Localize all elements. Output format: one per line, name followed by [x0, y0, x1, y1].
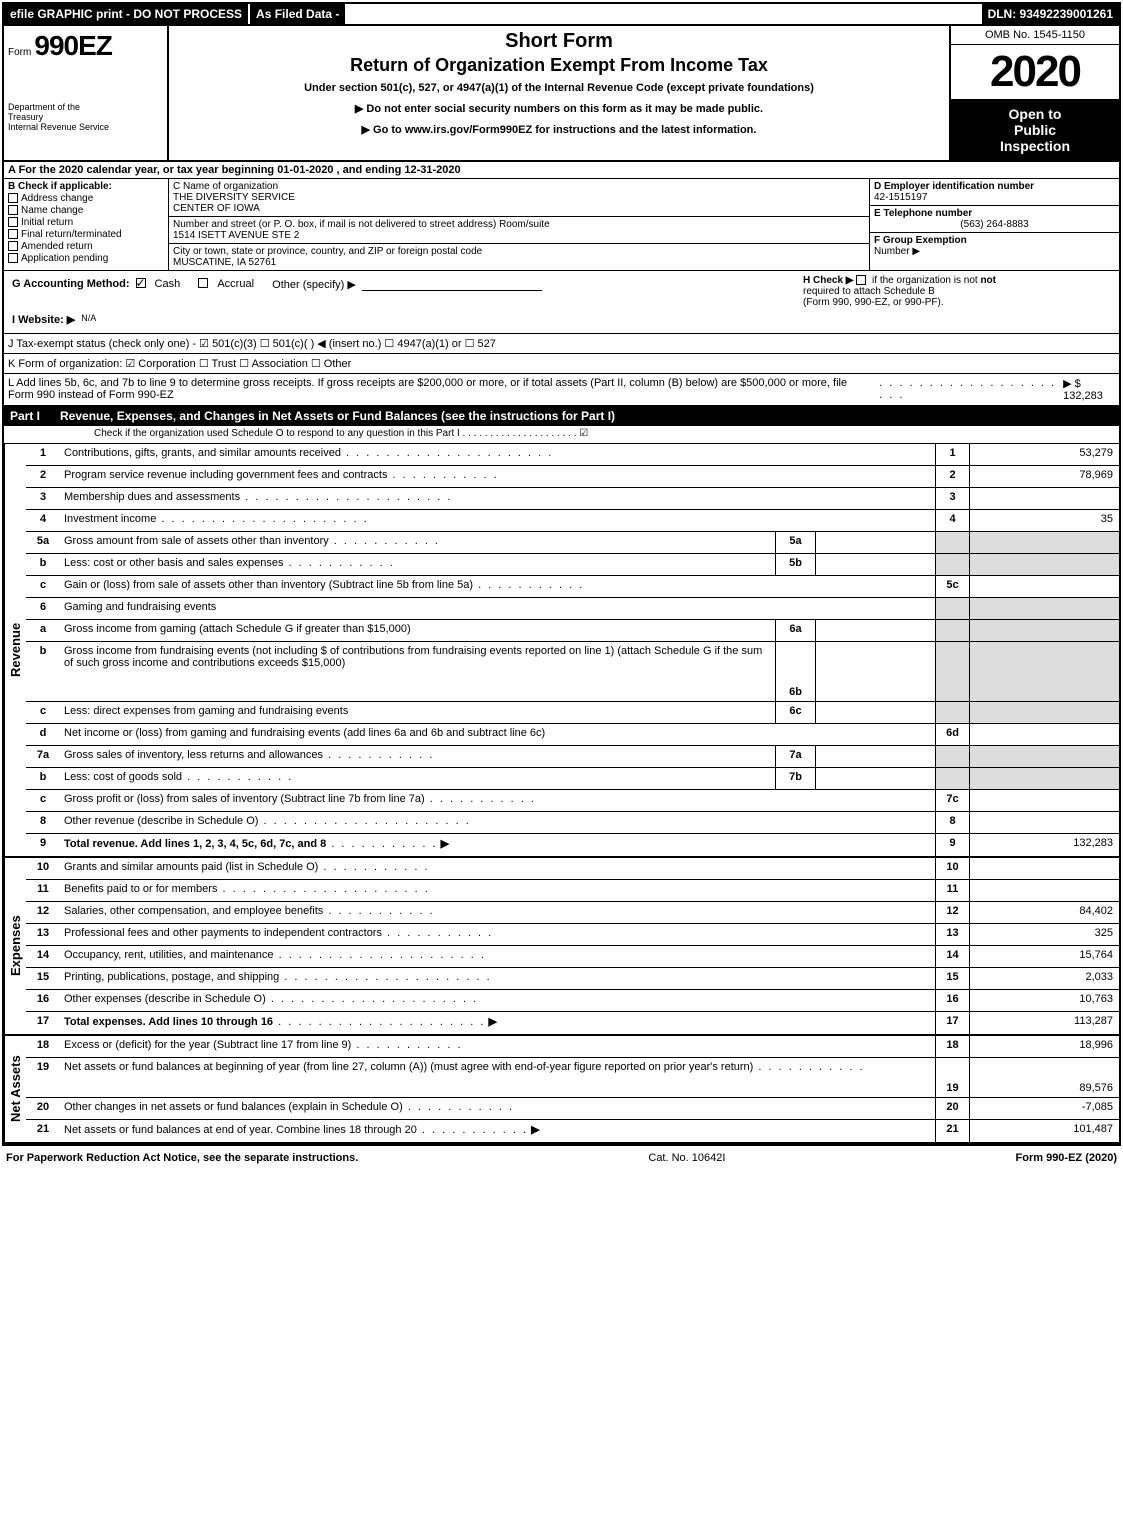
part1-title: Revenue, Expenses, and Changes in Net As… — [60, 409, 1113, 423]
org-name1: THE DIVERSITY SERVICE — [173, 192, 865, 203]
short-form-title: Short Form — [175, 30, 943, 53]
street-label: Number and street (or P. O. box, if mail… — [173, 219, 865, 230]
street-value: 1514 ISETT AVENUE STE 2 — [173, 230, 865, 241]
tax-year: 2020 — [951, 45, 1119, 100]
chk-h[interactable] — [856, 275, 866, 285]
dept-line2: Treasury — [8, 112, 163, 122]
footer-right: Form 990-EZ (2020) — [1016, 1152, 1117, 1164]
amt-21: 101,487 — [969, 1120, 1119, 1142]
expenses-section: Expenses 10Grants and similar amounts pa… — [4, 858, 1119, 1036]
amt-12: 84,402 — [969, 902, 1119, 923]
column-def: D Employer identification number 42-1515… — [869, 179, 1119, 270]
website-value: N/A — [81, 313, 96, 326]
revenue-section: Revenue 1Contributions, gifts, grants, a… — [4, 444, 1119, 858]
org-name2: CENTER OF IOWA — [173, 203, 865, 214]
return-title: Return of Organization Exempt From Incom… — [175, 55, 943, 76]
amt-14: 15,764 — [969, 946, 1119, 967]
chk-amended[interactable] — [8, 241, 18, 251]
tel-value: (563) 264-8883 — [874, 219, 1115, 230]
h-label: H Check ▶ — [803, 275, 853, 286]
open-inspection: Open to Public Inspection — [951, 100, 1119, 160]
page-footer: For Paperwork Reduction Act Notice, see … — [0, 1148, 1123, 1168]
line-l: L Add lines 5b, 6c, and 7b to line 9 to … — [4, 374, 1119, 406]
row-gh: G Accounting Method: Cash Accrual Other … — [4, 271, 1119, 334]
i-label: I Website: ▶ — [12, 313, 75, 326]
chk-name[interactable] — [8, 205, 18, 215]
netassets-side-label: Net Assets — [4, 1036, 26, 1142]
footer-left: For Paperwork Reduction Act Notice, see … — [6, 1152, 358, 1164]
part1-label: Part I — [10, 409, 40, 423]
h-text3: (Form 990, 990-EZ, or 990-PF). — [803, 297, 944, 308]
part1-subnote: Check if the organization used Schedule … — [4, 426, 1119, 444]
part1-header: Part I Revenue, Expenses, and Changes in… — [4, 406, 1119, 426]
netassets-section: Net Assets 18Excess or (deficit) for the… — [4, 1036, 1119, 1144]
ein-label: D Employer identification number — [874, 181, 1115, 192]
chk-cash[interactable] — [136, 278, 146, 288]
amt-4: 35 — [969, 510, 1119, 531]
city-label: City or town, state or province, country… — [173, 246, 865, 257]
grp-label: F Group Exemption — [874, 235, 967, 246]
form-number: 990EZ — [34, 30, 112, 61]
amt-17: 113,287 — [969, 1012, 1119, 1034]
efile-label: efile GRAPHIC print - DO NOT PROCESS — [4, 4, 248, 24]
amt-1: 53,279 — [969, 444, 1119, 465]
g-label: G Accounting Method: — [12, 278, 130, 291]
column-b: B Check if applicable: Address change Na… — [4, 179, 169, 270]
section-bcdef: B Check if applicable: Address change Na… — [4, 179, 1119, 271]
dln-label: DLN: 93492239001261 — [982, 4, 1119, 24]
revenue-side-label: Revenue — [4, 444, 26, 856]
amt-3 — [969, 488, 1119, 509]
form-prefix: Form — [8, 47, 31, 58]
ssn-note: ▶ Do not enter social security numbers o… — [175, 102, 943, 115]
expenses-side-label: Expenses — [4, 858, 26, 1034]
amt-18: 18,996 — [969, 1036, 1119, 1057]
line-k: K Form of organization: ☑ Corporation ☐ … — [4, 354, 1119, 374]
footer-mid: Cat. No. 10642I — [358, 1152, 1015, 1164]
amt-9: 132,283 — [969, 834, 1119, 856]
form-header: Form 990EZ Department of the Treasury In… — [4, 26, 1119, 162]
amt-15: 2,033 — [969, 968, 1119, 989]
h-text2: required to attach Schedule B — [803, 286, 935, 297]
amt-20: -7,085 — [969, 1098, 1119, 1119]
goto-note: ▶ Go to www.irs.gov/Form990EZ for instru… — [175, 123, 943, 136]
amt-2: 78,969 — [969, 466, 1119, 487]
dept-line3: Internal Revenue Service — [8, 122, 163, 132]
line-a: A For the 2020 calendar year, or tax yea… — [4, 162, 1119, 179]
ein-value: 42-1515197 — [874, 192, 1115, 203]
chk-final[interactable] — [8, 229, 18, 239]
chk-pending[interactable] — [8, 253, 18, 263]
l-amount: ▶ $ 132,283 — [1063, 377, 1115, 402]
column-c: C Name of organization THE DIVERSITY SER… — [169, 179, 869, 270]
amt-16: 10,763 — [969, 990, 1119, 1011]
h-text1: if the organization is not — [872, 275, 978, 286]
under-section: Under section 501(c), 527, or 4947(a)(1)… — [175, 82, 943, 94]
amt-19: 89,576 — [969, 1058, 1119, 1097]
dept-line1: Department of the — [8, 102, 163, 112]
city-value: MUSCATINE, IA 52761 — [173, 257, 865, 268]
b-label: B Check if applicable: — [8, 181, 164, 192]
line-j: J Tax-exempt status (check only one) - ☑… — [4, 334, 1119, 354]
grp-number: Number ▶ — [874, 246, 920, 257]
chk-initial[interactable] — [8, 217, 18, 227]
amt-13: 325 — [969, 924, 1119, 945]
c-label: C Name of organization — [173, 181, 865, 192]
omb-number: OMB No. 1545-1150 — [951, 26, 1119, 45]
chk-accrual[interactable] — [198, 278, 208, 288]
chk-address[interactable] — [8, 193, 18, 203]
asfiled-label: As Filed Data - — [248, 4, 345, 24]
tel-label: E Telephone number — [874, 208, 1115, 219]
top-bar: efile GRAPHIC print - DO NOT PROCESS As … — [4, 4, 1119, 26]
